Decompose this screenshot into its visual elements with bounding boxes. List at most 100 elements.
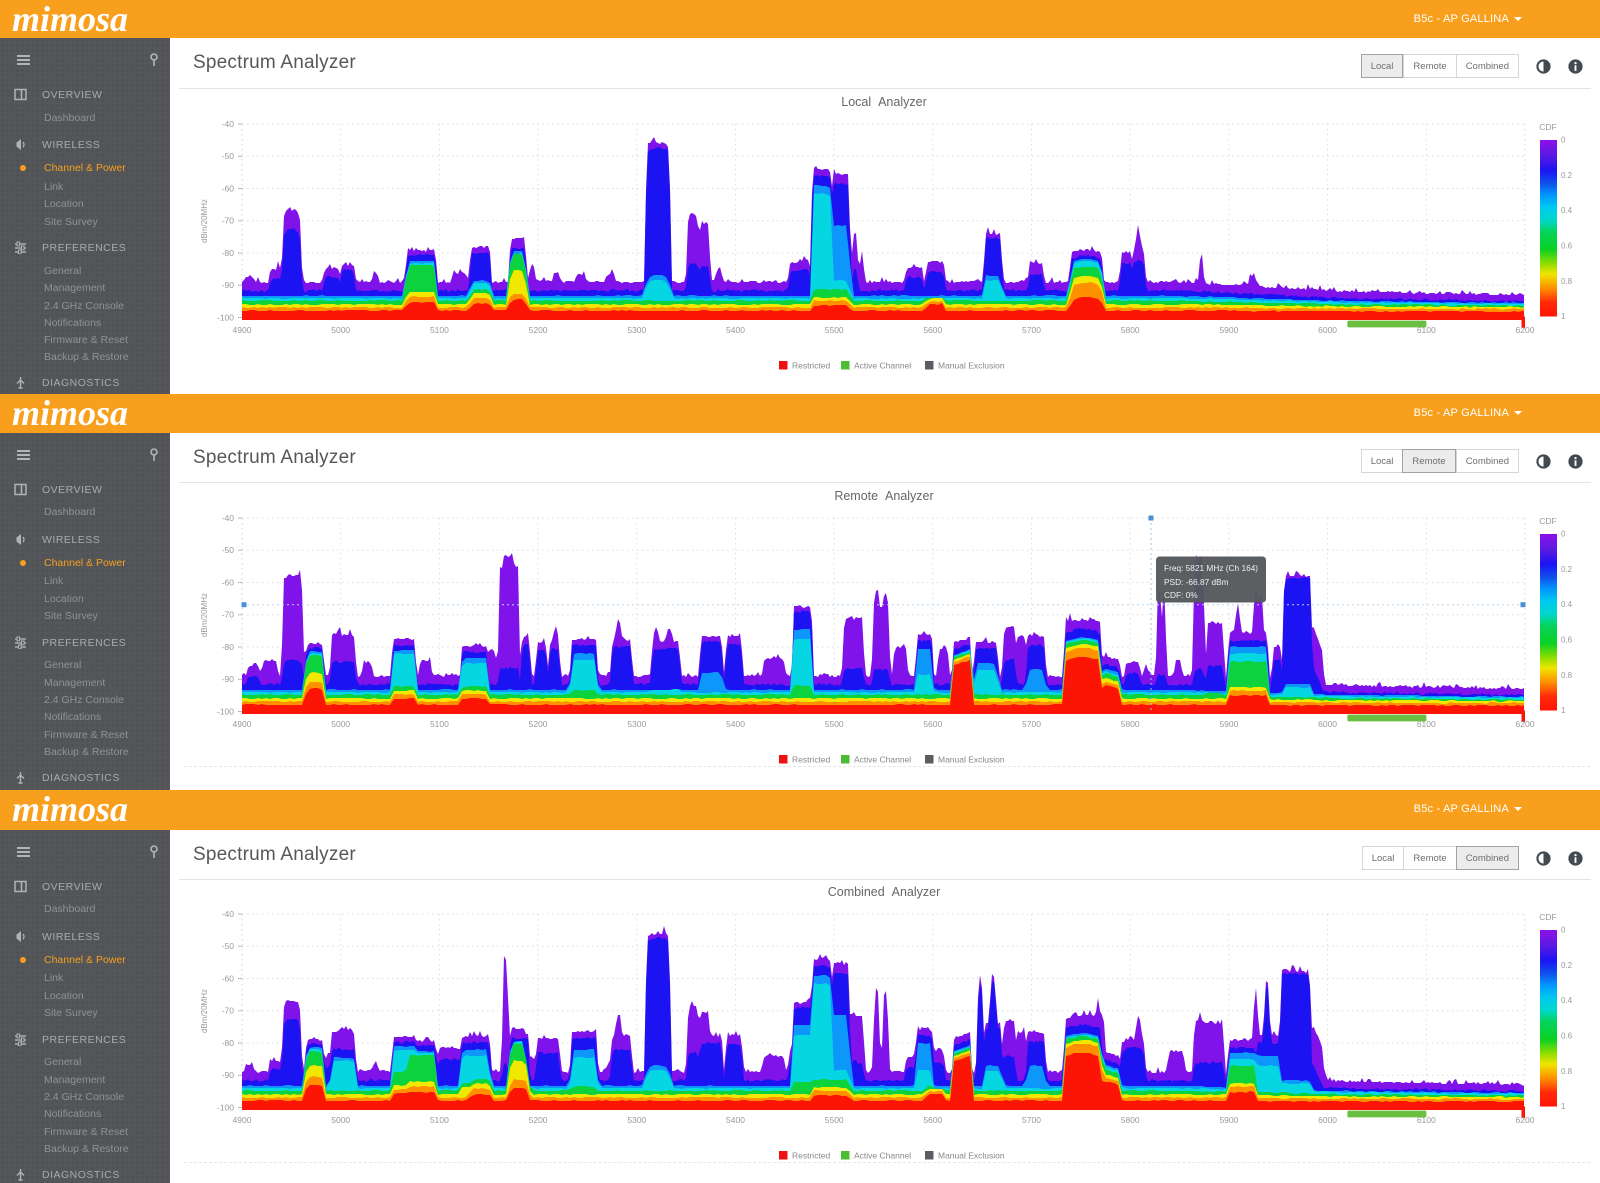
svg-text:-60: -60 — [222, 973, 235, 983]
svg-text:CDF: CDF — [1539, 122, 1556, 132]
svg-text:Remote Analyzer: Remote Analyzer — [834, 489, 933, 503]
svg-text:dBm/20MHz: dBm/20MHz — [200, 199, 209, 243]
svg-text:5000: 5000 — [331, 1115, 350, 1125]
svg-text:0.2: 0.2 — [1561, 960, 1573, 969]
svg-text:-60: -60 — [222, 577, 235, 587]
svg-text:0.2: 0.2 — [1561, 564, 1573, 573]
svg-text:0.6: 0.6 — [1561, 242, 1573, 251]
svg-text:5300: 5300 — [627, 1115, 646, 1125]
svg-text:0.6: 0.6 — [1561, 635, 1573, 644]
svg-text:Manual Exclusion: Manual Exclusion — [938, 361, 1005, 371]
svg-text:Combined Analyzer: Combined Analyzer — [828, 885, 941, 899]
svg-text:-60: -60 — [222, 183, 235, 193]
svg-text:5800: 5800 — [1121, 325, 1140, 335]
svg-text:6000: 6000 — [1318, 719, 1337, 729]
svg-text:-40: -40 — [222, 512, 235, 522]
svg-text:5900: 5900 — [1219, 325, 1238, 335]
svg-text:5500: 5500 — [825, 719, 844, 729]
svg-text:4900: 4900 — [233, 719, 252, 729]
svg-text:5700: 5700 — [1022, 719, 1041, 729]
svg-text:0.2: 0.2 — [1561, 171, 1573, 180]
svg-text:-100: -100 — [217, 312, 234, 322]
svg-text:0.6: 0.6 — [1561, 1031, 1573, 1040]
svg-text:5500: 5500 — [825, 1115, 844, 1125]
svg-text:0.4: 0.4 — [1561, 206, 1573, 215]
svg-text:6200: 6200 — [1516, 325, 1535, 335]
svg-text:Restricted: Restricted — [792, 754, 831, 764]
svg-text:Freq: 5821 MHz (Ch 164): Freq: 5821 MHz (Ch 164) — [1164, 563, 1258, 573]
svg-text:5900: 5900 — [1219, 1115, 1238, 1125]
svg-text:5400: 5400 — [726, 1115, 745, 1125]
svg-text:4900: 4900 — [233, 1115, 252, 1125]
svg-text:0.4: 0.4 — [1561, 996, 1573, 1005]
svg-text:0.8: 0.8 — [1561, 670, 1573, 679]
svg-text:5500: 5500 — [825, 325, 844, 335]
svg-text:dBm/20MHz: dBm/20MHz — [200, 592, 209, 636]
svg-text:5200: 5200 — [529, 719, 548, 729]
svg-text:1: 1 — [1561, 706, 1566, 715]
svg-text:5600: 5600 — [923, 1115, 942, 1125]
svg-text:5300: 5300 — [627, 719, 646, 729]
svg-text:0.8: 0.8 — [1561, 1066, 1573, 1075]
svg-text:5100: 5100 — [430, 1115, 449, 1125]
svg-text:CDF: 0%: CDF: 0% — [1164, 590, 1198, 600]
svg-text:-40: -40 — [222, 908, 235, 918]
svg-text:-100: -100 — [217, 706, 234, 716]
svg-text:dBm/20MHz: dBm/20MHz — [200, 988, 209, 1032]
svg-text:PSD: -66.87 dBm: PSD: -66.87 dBm — [1164, 577, 1229, 587]
svg-text:Active Channel: Active Channel — [854, 1150, 911, 1160]
svg-text:-80: -80 — [222, 1037, 235, 1047]
svg-text:Manual Exclusion: Manual Exclusion — [938, 754, 1005, 764]
svg-text:0: 0 — [1561, 529, 1566, 538]
svg-text:-90: -90 — [222, 1070, 235, 1080]
svg-text:Restricted: Restricted — [792, 1150, 831, 1160]
svg-text:0: 0 — [1561, 925, 1566, 934]
svg-text:1: 1 — [1561, 1102, 1566, 1111]
svg-text:5100: 5100 — [430, 325, 449, 335]
svg-text:Local Analyzer: Local Analyzer — [841, 95, 926, 109]
svg-text:5800: 5800 — [1121, 1115, 1140, 1125]
svg-text:5100: 5100 — [430, 719, 449, 729]
svg-text:5300: 5300 — [627, 325, 646, 335]
svg-text:5200: 5200 — [529, 1115, 548, 1125]
svg-text:-70: -70 — [222, 609, 235, 619]
svg-text:Restricted: Restricted — [792, 361, 831, 371]
svg-text:-80: -80 — [222, 641, 235, 651]
svg-text:6200: 6200 — [1516, 1115, 1535, 1125]
svg-text:-50: -50 — [222, 545, 235, 555]
svg-text:-50: -50 — [222, 941, 235, 951]
svg-text:-90: -90 — [222, 674, 235, 684]
svg-text:0.8: 0.8 — [1561, 277, 1573, 286]
svg-text:5600: 5600 — [923, 325, 942, 335]
svg-text:Manual Exclusion: Manual Exclusion — [938, 1150, 1005, 1160]
svg-text:5700: 5700 — [1022, 1115, 1041, 1125]
svg-text:-70: -70 — [222, 216, 235, 226]
svg-text:5700: 5700 — [1022, 325, 1041, 335]
svg-text:5900: 5900 — [1219, 719, 1238, 729]
svg-text:1: 1 — [1561, 312, 1566, 321]
svg-text:6100: 6100 — [1417, 1115, 1436, 1125]
svg-text:-50: -50 — [222, 151, 235, 161]
svg-text:6100: 6100 — [1417, 325, 1436, 335]
svg-text:5400: 5400 — [726, 719, 745, 729]
svg-text:6000: 6000 — [1318, 325, 1337, 335]
svg-text:CDF: CDF — [1539, 516, 1556, 526]
svg-text:5400: 5400 — [726, 325, 745, 335]
svg-text:0: 0 — [1561, 136, 1566, 145]
svg-text:-100: -100 — [217, 1102, 234, 1112]
svg-text:Active Channel: Active Channel — [854, 361, 911, 371]
svg-text:-80: -80 — [222, 248, 235, 258]
svg-text:-40: -40 — [222, 119, 235, 129]
svg-text:4900: 4900 — [233, 325, 252, 335]
svg-text:0.4: 0.4 — [1561, 600, 1573, 609]
svg-text:CDF: CDF — [1539, 912, 1556, 922]
svg-text:-90: -90 — [222, 280, 235, 290]
svg-text:-70: -70 — [222, 1005, 235, 1015]
svg-text:6200: 6200 — [1516, 719, 1535, 729]
svg-text:6100: 6100 — [1417, 719, 1436, 729]
svg-text:5000: 5000 — [331, 719, 350, 729]
svg-text:5000: 5000 — [331, 325, 350, 335]
svg-text:Active Channel: Active Channel — [854, 754, 911, 764]
svg-text:6000: 6000 — [1318, 1115, 1337, 1125]
svg-text:5600: 5600 — [923, 719, 942, 729]
